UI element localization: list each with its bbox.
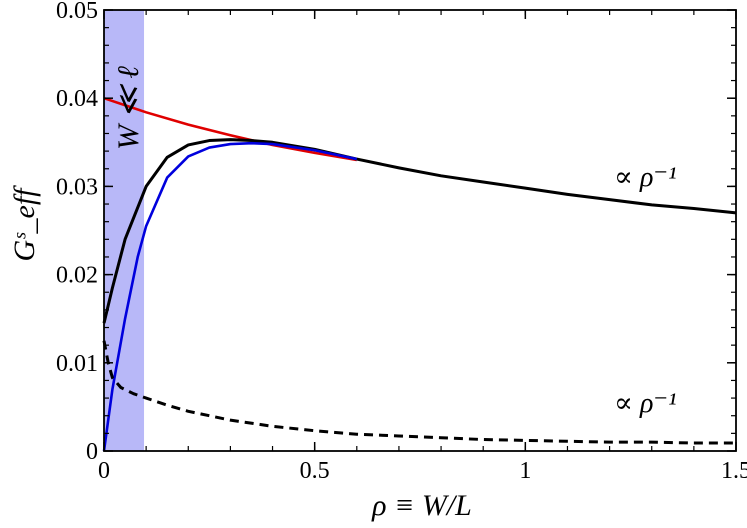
y-tick-label: 0.05 bbox=[56, 0, 98, 24]
series-line-2 bbox=[102, 141, 358, 452]
x-tick-label: 1.5 bbox=[721, 458, 747, 484]
series-line-0 bbox=[103, 96, 358, 162]
band-layer bbox=[104, 10, 145, 451]
x-tick-label: 1 bbox=[519, 458, 531, 484]
x-tick-label: 0 bbox=[98, 458, 110, 484]
plot-frame bbox=[103, 9, 737, 452]
band-label: W ≪ ℓ bbox=[112, 66, 145, 150]
y-tick-label: 0.03 bbox=[56, 174, 98, 200]
x-axis-label: ρ ≡ W/L bbox=[371, 489, 472, 522]
y-tick-label: 0 bbox=[86, 439, 98, 465]
series-line-3 bbox=[102, 340, 736, 445]
y-axis-label: Gˢ_eff bbox=[8, 185, 41, 262]
y-tick-label: 0.04 bbox=[56, 86, 98, 112]
annotation-upper: ∝ ρ⁻¹ bbox=[614, 162, 677, 193]
annotation-lower: ∝ ρ⁻¹ bbox=[614, 388, 677, 419]
shaded-band bbox=[104, 10, 145, 451]
x-tick-label: 0.5 bbox=[300, 458, 330, 484]
y-tick-label: 0.02 bbox=[56, 263, 98, 289]
tick-layer: 0 0.5 1 1.5 0 0.01 0.02 0.03 0.04 0.05 bbox=[56, 0, 747, 484]
y-tick-label: 0.01 bbox=[56, 351, 98, 377]
series-layer bbox=[102, 96, 737, 452]
